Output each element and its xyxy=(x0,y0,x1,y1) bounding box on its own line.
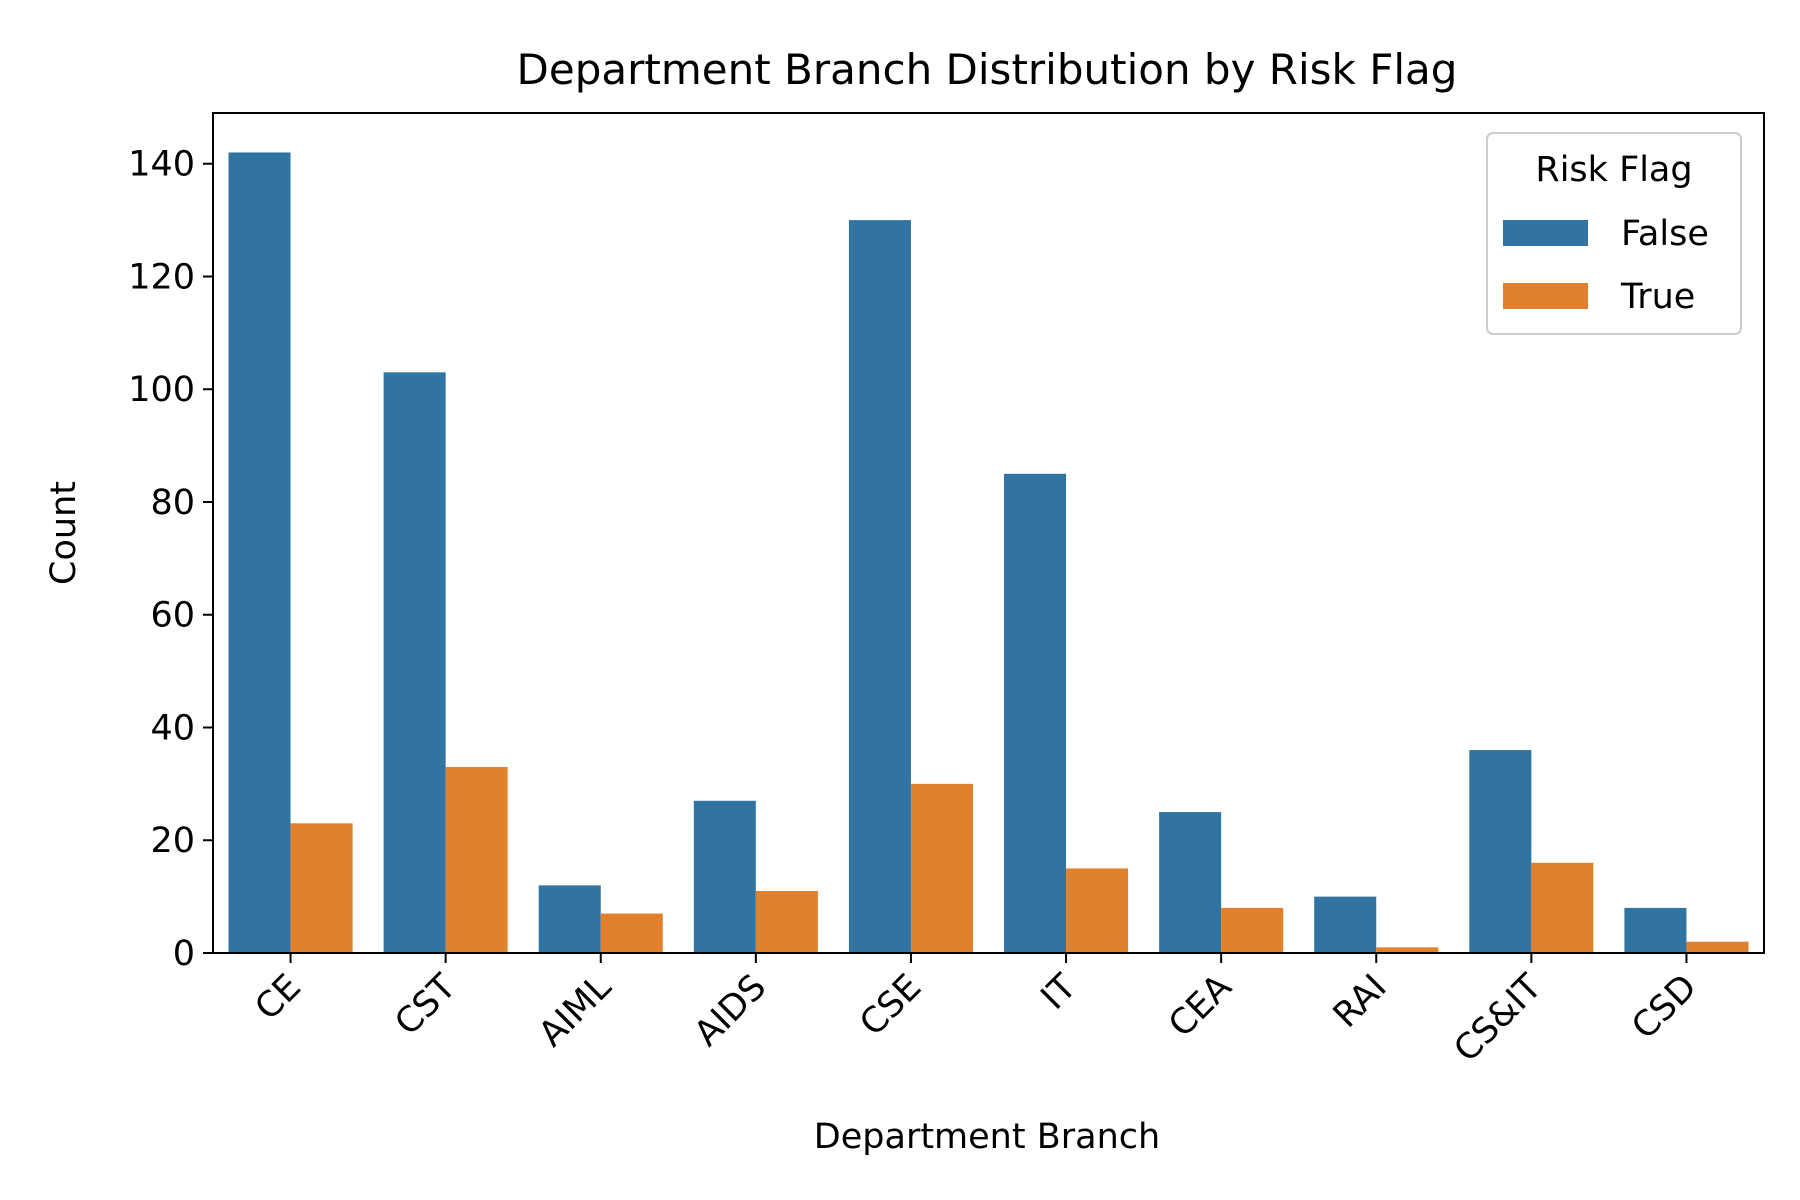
bar-aiml-true xyxy=(600,913,663,953)
bar-aids-false xyxy=(693,800,756,953)
x-tick-label: AIML xyxy=(531,967,619,1055)
legend-title: Risk Flag xyxy=(1535,150,1692,190)
chart-title: Department Branch Distribution by Risk F… xyxy=(517,45,1458,94)
bar-cst-false xyxy=(383,372,446,953)
x-tick-label: CE xyxy=(248,967,309,1028)
legend-swatch-true xyxy=(1503,283,1588,309)
x-tick-label: CS&IT xyxy=(1447,967,1550,1070)
bar-ce-true xyxy=(290,823,353,953)
bar-it-true xyxy=(1066,868,1129,953)
bar-ce-false xyxy=(228,152,291,954)
bar-cs-it-true xyxy=(1531,862,1594,953)
bar-aids-true xyxy=(755,890,818,953)
x-axis-label: Department Branch xyxy=(814,1117,1160,1157)
y-tick-label: 100 xyxy=(128,370,195,410)
x-tick-label: AIDS xyxy=(687,967,774,1054)
bar-cst-true xyxy=(445,766,508,953)
y-tick-label: 80 xyxy=(150,483,195,523)
legend: Risk Flag False True xyxy=(1486,132,1742,335)
y-tick-label: 60 xyxy=(150,596,195,636)
bar-cse-false xyxy=(848,220,911,954)
x-tick-label: CSD xyxy=(1624,967,1704,1047)
bar-csd-false xyxy=(1624,907,1687,953)
y-axis: 0 20 40 60 80 100 120 140 xyxy=(128,145,213,974)
bar-rai-false xyxy=(1314,896,1377,953)
legend-swatch-false xyxy=(1503,220,1588,246)
y-tick-label: 40 xyxy=(150,708,195,748)
bar-cse-true xyxy=(910,783,973,953)
bar-cs-it-false xyxy=(1469,750,1532,953)
legend-label-true: True xyxy=(1620,277,1695,317)
legend-label-false: False xyxy=(1621,214,1709,254)
y-tick-label: 0 xyxy=(173,934,195,974)
bar-it-false xyxy=(1004,473,1067,953)
plot-frame xyxy=(212,112,1765,954)
x-tick-label: IT xyxy=(1034,967,1085,1018)
x-axis: CE CST AIML AIDS CSE IT CEA RAI CS&IT CSD xyxy=(248,953,1705,1070)
bar-aiml-false xyxy=(538,885,601,953)
y-tick-label: 20 xyxy=(150,821,195,861)
x-tick-label: CEA xyxy=(1161,967,1239,1045)
bar-cea-true xyxy=(1221,907,1284,953)
y-axis-label: Count xyxy=(44,481,84,585)
y-tick-label: 140 xyxy=(128,145,195,185)
x-tick-label: CST xyxy=(388,967,465,1044)
x-tick-label: RAI xyxy=(1326,967,1395,1036)
bars-layer xyxy=(228,152,1749,954)
bar-cea-false xyxy=(1159,812,1222,953)
x-tick-label: CSE xyxy=(852,967,929,1044)
bar-rai-true xyxy=(1376,947,1439,953)
y-tick-label: 120 xyxy=(128,257,195,297)
bar-csd-true xyxy=(1686,941,1749,953)
